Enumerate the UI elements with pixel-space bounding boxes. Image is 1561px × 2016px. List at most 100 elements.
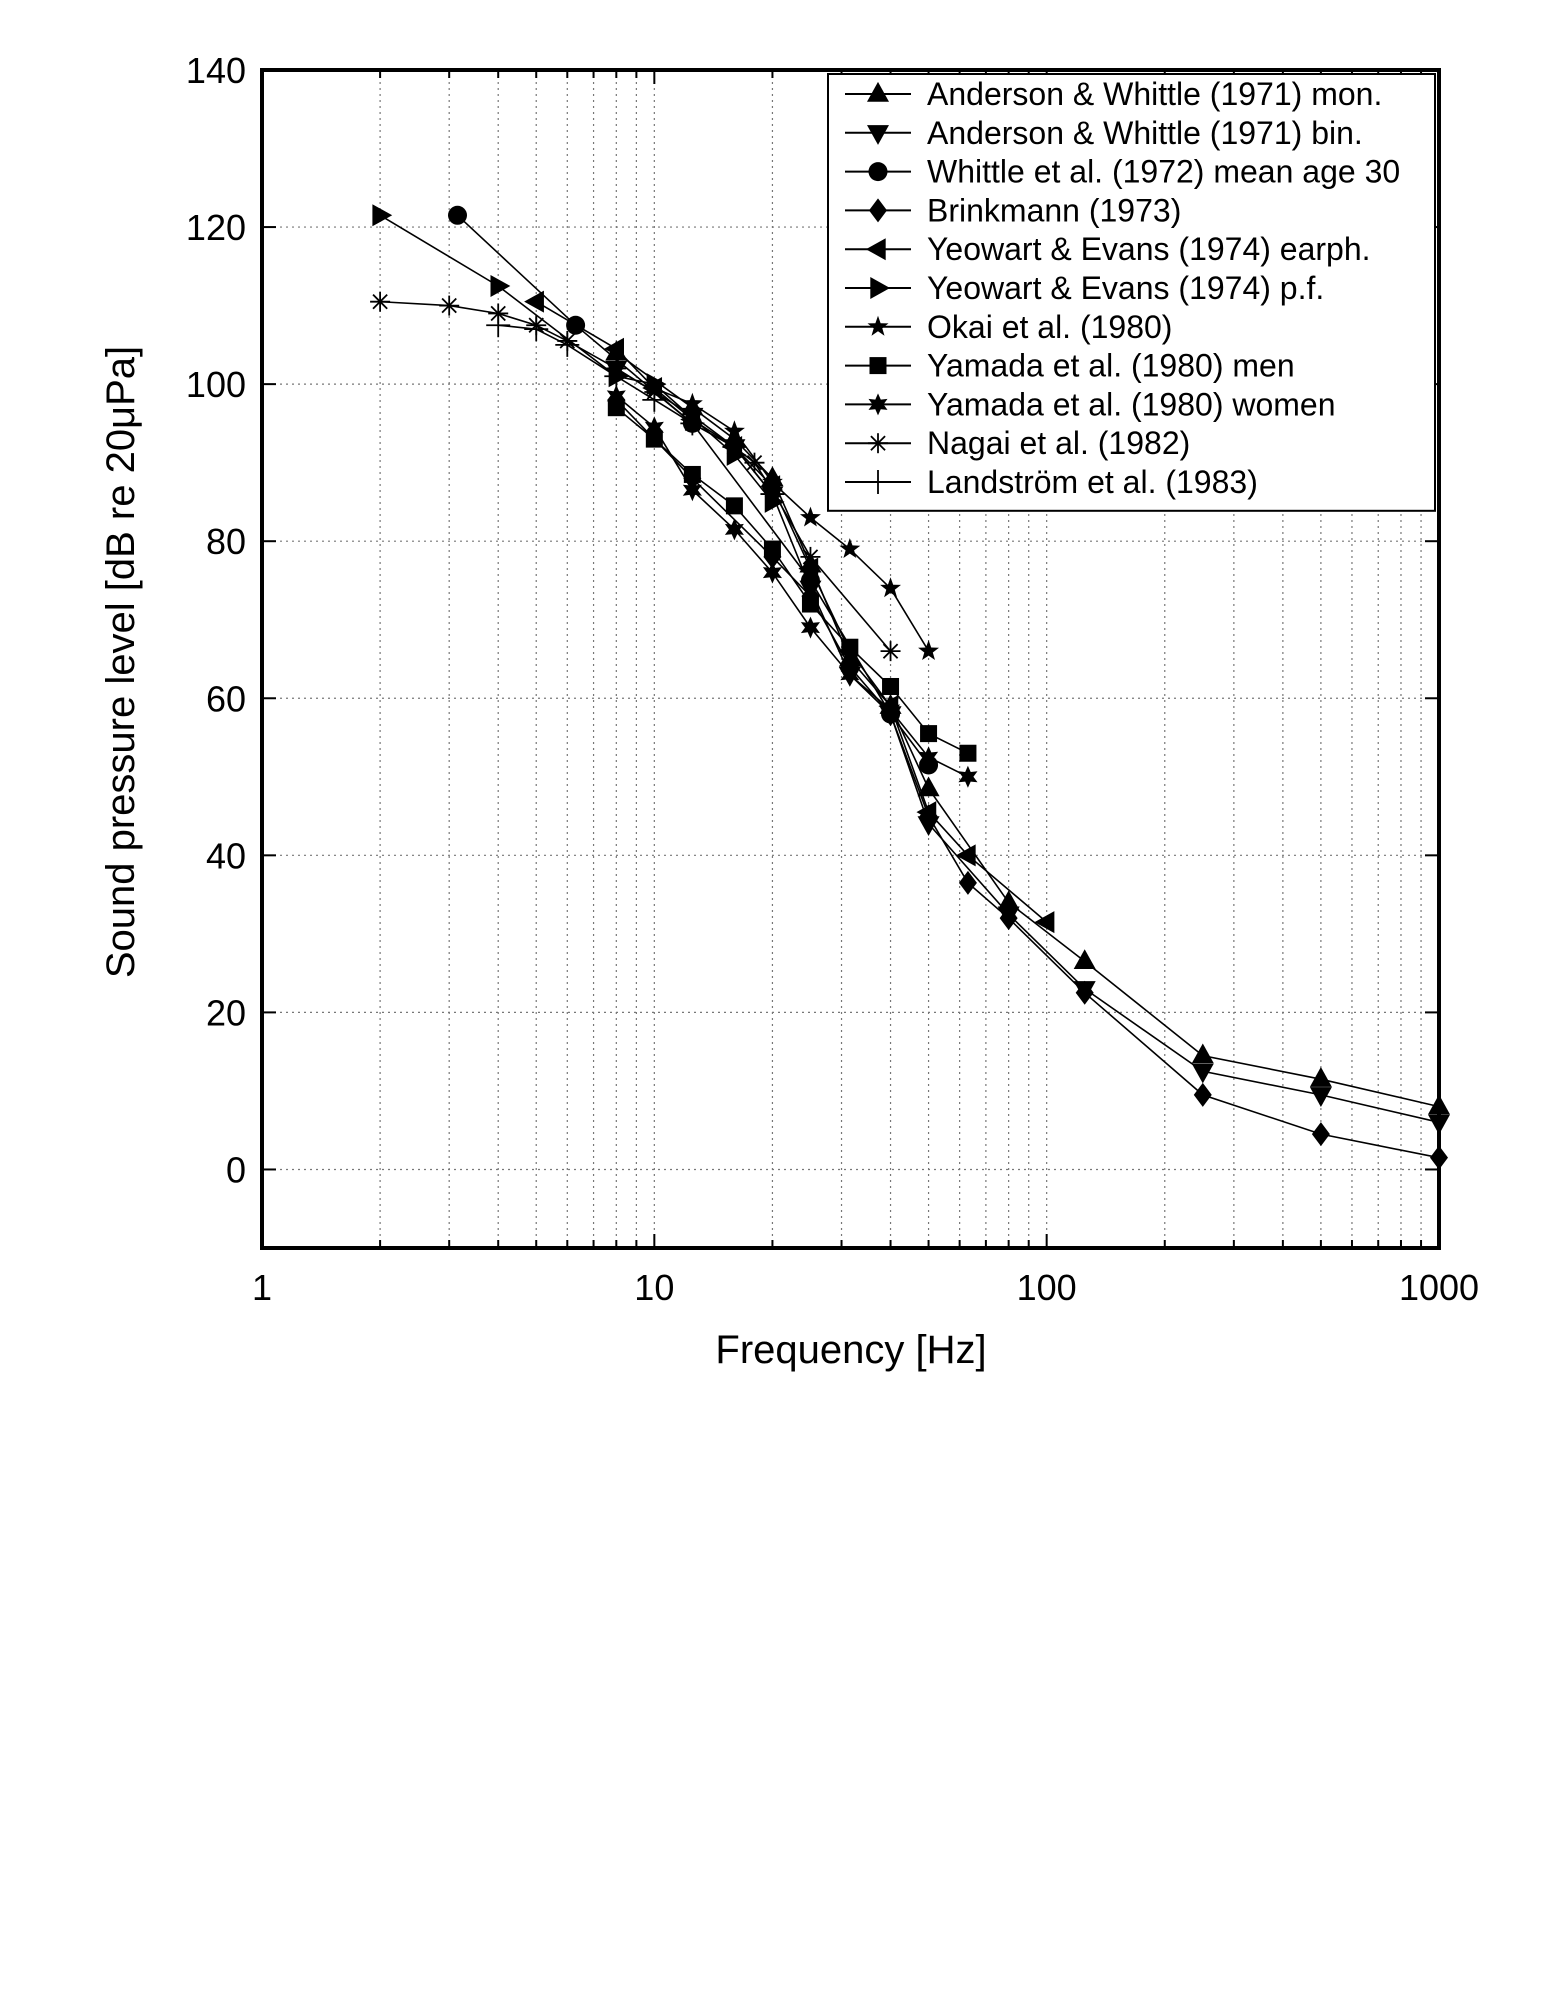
y-tick-label: 40 bbox=[206, 835, 246, 876]
legend-label: Anderson & Whittle (1971) bin. bbox=[927, 115, 1363, 151]
series-line bbox=[615, 395, 969, 778]
data-point bbox=[555, 332, 580, 357]
data-point bbox=[524, 317, 549, 342]
data-point bbox=[607, 399, 625, 417]
legend-marker bbox=[870, 277, 891, 299]
legend-marker bbox=[867, 315, 889, 336]
data-point bbox=[606, 384, 626, 407]
data-point bbox=[764, 490, 785, 513]
legend: Anderson & Whittle (1971) mon.Anderson &… bbox=[827, 73, 1436, 512]
data-point bbox=[999, 906, 1018, 931]
legend-label: Anderson & Whittle (1971) mon. bbox=[927, 76, 1382, 112]
legend-label: Brinkmann (1973) bbox=[927, 192, 1181, 228]
series-line bbox=[498, 324, 774, 495]
data-point bbox=[919, 746, 939, 769]
data-point bbox=[370, 291, 391, 312]
y-tick-label: 140 bbox=[186, 50, 246, 91]
legend-item: Anderson & Whittle (1971) bin. bbox=[845, 115, 1363, 151]
series-8 bbox=[607, 399, 977, 762]
legend-marker bbox=[868, 393, 888, 416]
series-6 bbox=[372, 204, 785, 513]
data-point bbox=[917, 776, 940, 797]
data-point bbox=[1073, 949, 1096, 970]
data-point bbox=[955, 844, 976, 867]
y-tick-label: 0 bbox=[226, 1149, 246, 1190]
legend-label: Okai et al. (1980) bbox=[927, 309, 1172, 345]
legend-marker bbox=[865, 238, 886, 261]
data-point bbox=[1191, 1063, 1214, 1084]
data-point bbox=[882, 677, 900, 695]
data-point bbox=[642, 387, 667, 412]
data-point bbox=[839, 538, 861, 558]
data-point bbox=[724, 420, 745, 441]
data-point bbox=[644, 416, 664, 439]
data-point bbox=[800, 546, 821, 567]
axes: 1 10 100 1000 0 20 40 60 80 100 120 140 bbox=[186, 50, 1479, 1308]
data-point bbox=[841, 638, 859, 656]
legend-item: Yeowart & Evans (1974) earph. bbox=[845, 231, 1371, 267]
legend-item: Yamada et al. (1980) men bbox=[845, 348, 1295, 384]
series-11 bbox=[486, 313, 785, 507]
legend-item: Brinkmann (1973) bbox=[845, 192, 1181, 228]
x-tick-label: 1000 bbox=[1399, 1267, 1479, 1308]
x-tick-label: 1 bbox=[252, 1267, 272, 1308]
data-point bbox=[1034, 911, 1055, 934]
data-point bbox=[762, 561, 782, 584]
legend-item: Whittle et al. (1972) mean age 30 bbox=[845, 154, 1400, 190]
data-point bbox=[1309, 1067, 1332, 1087]
legend-marker bbox=[869, 198, 887, 223]
legend-marker bbox=[867, 125, 889, 145]
data-point bbox=[448, 205, 468, 225]
data-point bbox=[1191, 1043, 1214, 1064]
y-tick-label: 100 bbox=[186, 364, 246, 405]
data-point bbox=[800, 616, 820, 639]
data-point bbox=[763, 540, 781, 558]
x-tick-label: 10 bbox=[634, 1267, 674, 1308]
legend-label: Yamada et al. (1980) women bbox=[927, 386, 1336, 422]
data-point bbox=[486, 313, 511, 338]
data-point bbox=[1075, 980, 1094, 1005]
data-point bbox=[958, 765, 978, 788]
data-point bbox=[916, 801, 937, 824]
series-line bbox=[379, 214, 774, 503]
y-tick-label: 20 bbox=[206, 992, 246, 1033]
legend-label: Landström et al. (1983) bbox=[927, 464, 1258, 500]
data-point bbox=[920, 725, 938, 743]
legend-marker bbox=[868, 433, 888, 454]
data-point bbox=[881, 699, 901, 721]
data-point bbox=[997, 890, 1020, 911]
data-point bbox=[1309, 1087, 1332, 1107]
data-point bbox=[680, 411, 705, 436]
data-point bbox=[724, 518, 744, 541]
legend-item: Nagai et al. (1982) bbox=[845, 425, 1190, 461]
data-point bbox=[840, 663, 860, 686]
data-point bbox=[524, 290, 544, 313]
legend-marker bbox=[869, 357, 887, 375]
data-point bbox=[959, 744, 977, 762]
data-point bbox=[439, 295, 460, 316]
data-point bbox=[681, 392, 703, 413]
legend-label: Nagai et al. (1982) bbox=[927, 425, 1190, 461]
data-point bbox=[880, 641, 901, 662]
data-point bbox=[760, 482, 785, 507]
data-point bbox=[1428, 1114, 1450, 1135]
x-tick-label: 100 bbox=[1017, 1267, 1077, 1308]
legend-marker bbox=[868, 162, 888, 182]
data-point bbox=[722, 434, 747, 459]
y-tick-label: 120 bbox=[186, 207, 246, 248]
legend-box bbox=[827, 73, 1436, 512]
legend-item: Landström et al. (1983) bbox=[845, 464, 1258, 500]
data-point bbox=[798, 557, 819, 580]
data-point bbox=[490, 274, 511, 297]
data-point bbox=[725, 497, 743, 515]
data-point bbox=[1430, 1145, 1448, 1170]
legend-label: Whittle et al. (1972) mean age 30 bbox=[927, 154, 1400, 190]
legend-item: Okai et al. (1980) bbox=[845, 309, 1172, 345]
series-line bbox=[615, 407, 969, 754]
data-point bbox=[800, 506, 821, 527]
data-point bbox=[604, 364, 629, 389]
data-point bbox=[1428, 1094, 1450, 1115]
legend-item: Anderson & Whittle (1971) mon. bbox=[845, 76, 1382, 112]
legend-label: Yeowart & Evans (1974) p.f. bbox=[927, 270, 1324, 306]
